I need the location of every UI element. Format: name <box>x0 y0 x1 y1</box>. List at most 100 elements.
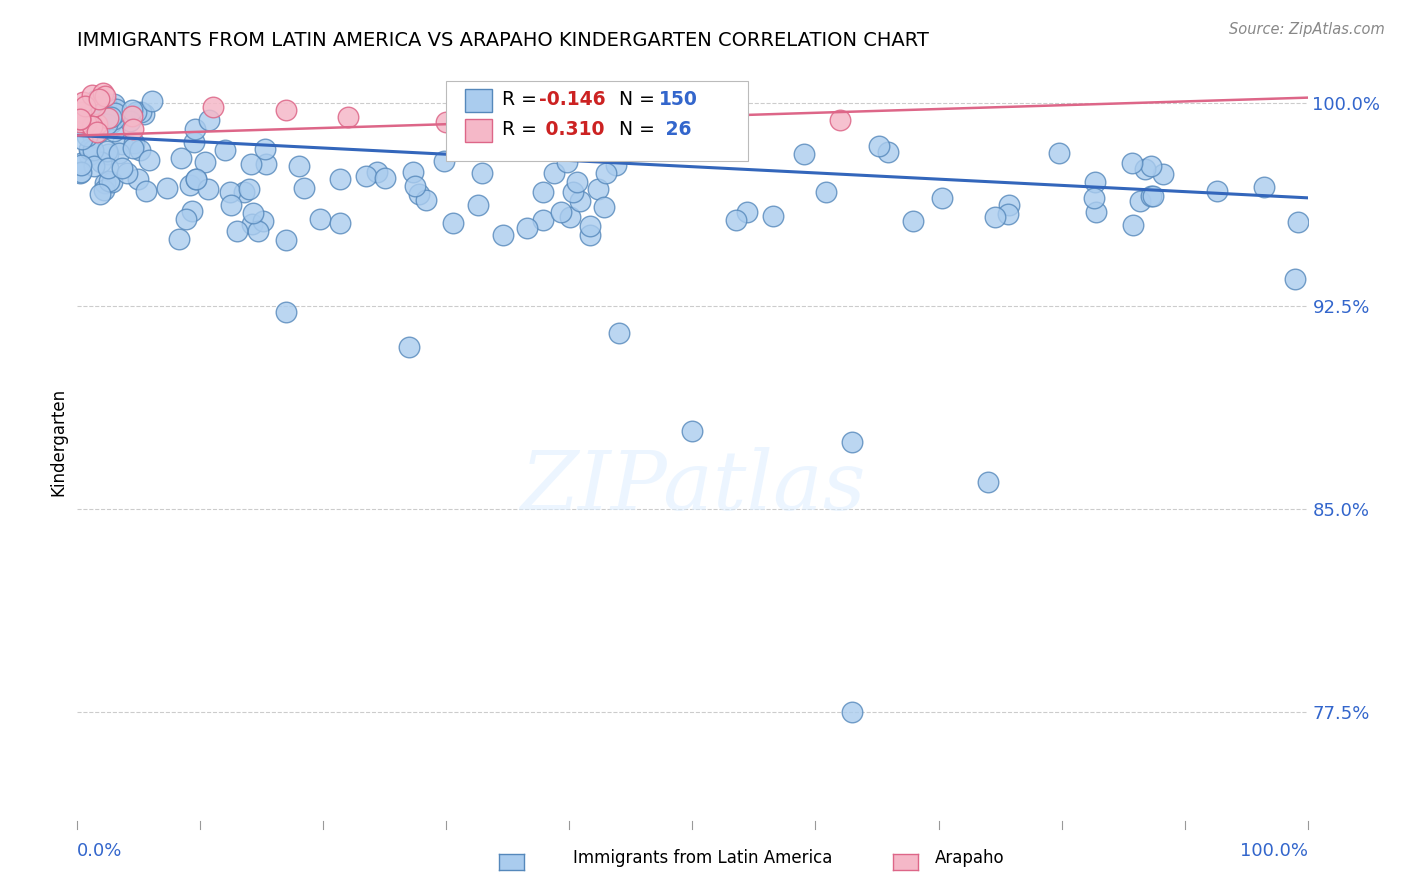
FancyBboxPatch shape <box>465 120 492 142</box>
Point <box>841 434 863 449</box>
Point <box>84 93 107 107</box>
FancyBboxPatch shape <box>465 89 492 112</box>
Point <box>1122 218 1144 232</box>
Point <box>329 172 352 186</box>
Point <box>141 94 163 108</box>
Point <box>118 114 141 128</box>
Text: R =: R = <box>502 90 543 109</box>
FancyBboxPatch shape <box>447 81 748 161</box>
Point <box>69 111 91 125</box>
Point <box>373 170 395 185</box>
Point <box>181 203 204 218</box>
Point <box>83 159 105 173</box>
Point <box>89 92 111 106</box>
Point <box>105 102 128 116</box>
Point <box>201 100 224 114</box>
Point <box>70 132 93 146</box>
Point <box>214 143 236 157</box>
Point <box>86 117 108 131</box>
Point <box>132 107 155 121</box>
Point <box>90 154 112 169</box>
Text: 26: 26 <box>659 120 692 139</box>
Point <box>96 145 118 159</box>
Point <box>122 121 145 136</box>
Point <box>586 182 609 196</box>
Point <box>1284 272 1306 286</box>
Point <box>122 136 145 151</box>
Point <box>274 234 297 248</box>
Point <box>97 111 120 125</box>
Point <box>555 154 578 169</box>
Point <box>82 143 104 157</box>
Point <box>69 112 91 127</box>
Point <box>579 227 602 242</box>
Point <box>550 204 572 219</box>
Point <box>69 156 91 170</box>
Point <box>94 89 117 103</box>
Point <box>82 129 104 144</box>
Point <box>183 136 205 150</box>
Point <box>96 117 118 131</box>
Point <box>84 109 107 123</box>
Text: IMMIGRANTS FROM LATIN AMERICA VS ARAPAHO KINDERGARTEN CORRELATION CHART: IMMIGRANTS FROM LATIN AMERICA VS ARAPAHO… <box>77 30 929 50</box>
Point <box>69 115 91 129</box>
Point <box>179 178 201 192</box>
Point <box>288 159 311 173</box>
Point <box>841 706 863 720</box>
Point <box>242 206 264 220</box>
Point <box>184 171 207 186</box>
Point <box>436 115 458 129</box>
Text: ZIPatlas: ZIPatlas <box>520 447 865 527</box>
Point <box>569 194 592 208</box>
Point <box>169 151 191 165</box>
Y-axis label: Kindergarten: Kindergarten <box>49 387 67 496</box>
Text: R =: R = <box>502 120 543 139</box>
Point <box>276 304 298 318</box>
Text: Arapaho: Arapaho <box>935 849 1005 867</box>
Point <box>100 116 122 130</box>
Point <box>830 112 852 127</box>
Point <box>69 105 91 120</box>
Point <box>115 166 138 180</box>
Point <box>292 180 315 194</box>
Point <box>337 111 360 125</box>
Point <box>977 475 1000 490</box>
Point <box>176 211 198 226</box>
Point <box>103 112 125 126</box>
Point <box>558 211 581 225</box>
Point <box>138 153 160 168</box>
Point <box>595 165 617 179</box>
Text: N =: N = <box>619 90 661 109</box>
Point <box>404 178 426 193</box>
Point <box>492 227 515 242</box>
Point <box>997 198 1019 212</box>
Point <box>1083 191 1105 205</box>
Point <box>534 109 557 123</box>
Point <box>441 215 464 229</box>
Point <box>516 220 538 235</box>
Point <box>91 87 114 101</box>
Point <box>533 213 555 227</box>
Point <box>562 185 585 199</box>
Point <box>169 231 191 245</box>
Point <box>1139 160 1161 174</box>
Point <box>238 182 260 196</box>
Point <box>1129 194 1152 208</box>
Point <box>931 191 953 205</box>
Point <box>135 184 157 198</box>
Point <box>110 161 132 176</box>
Point <box>309 211 332 226</box>
Point <box>593 200 616 214</box>
Text: Source: ZipAtlas.com: Source: ZipAtlas.com <box>1229 22 1385 37</box>
Text: N =: N = <box>619 120 661 139</box>
Point <box>276 103 298 118</box>
Point <box>605 159 627 173</box>
Point <box>607 326 630 341</box>
Point <box>1253 180 1275 194</box>
Point <box>73 110 96 124</box>
Point <box>226 224 249 238</box>
Point <box>122 141 145 155</box>
Text: -0.146: -0.146 <box>538 90 606 109</box>
Point <box>239 157 262 171</box>
Point <box>984 211 1007 225</box>
